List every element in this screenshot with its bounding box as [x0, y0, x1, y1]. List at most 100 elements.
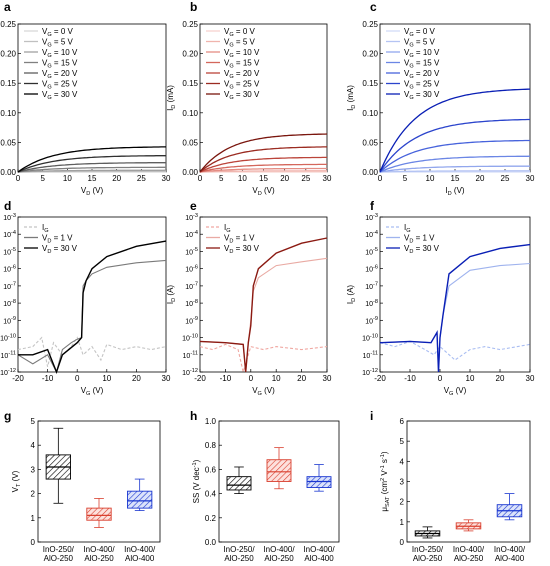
y-tick-label: 10-8​	[365, 299, 378, 308]
series-line	[17, 169, 167, 173]
x-axis-label: VD​ (V)	[81, 186, 104, 197]
x-tick-label: 30	[323, 174, 332, 183]
y-tick-label: 0.10	[182, 109, 198, 118]
y-tick-label: 10-3​	[185, 213, 198, 222]
legend-label: VG​ = 5 V	[404, 38, 435, 49]
y-axis-label: VT​ (V)	[11, 470, 22, 492]
plot-frame	[199, 216, 328, 373]
category-label: AlO-250	[84, 554, 114, 563]
y-tick-label: 1	[400, 518, 405, 527]
category-label: AlO-250	[454, 554, 484, 563]
x-tick-label: 30	[323, 374, 332, 383]
legend-label: VG​ = 15 V	[224, 59, 260, 70]
panel-h: 0.0 0.2 0.4 0.6 0.8 1.0 SS (V dec-1​) InO-250/A…	[192, 417, 340, 563]
category-label: AlO-400	[495, 554, 525, 563]
category-label: InO-250/	[412, 545, 444, 554]
legend-label: VG​ = 5 V	[224, 38, 255, 49]
legend-label: VG​ = 20 V	[42, 69, 78, 80]
y-tick-label: 0.15	[182, 79, 198, 88]
box-body	[266, 459, 292, 482]
x-tick-label: 25	[301, 174, 310, 183]
category-label: InO-400/	[303, 545, 335, 554]
y-axis-label: ID​ (mA)	[166, 85, 177, 111]
series-line	[379, 340, 531, 361]
series-line	[17, 259, 167, 374]
y-tick-label: 10-9​	[3, 316, 16, 325]
legend-label: VG​ = 0 V	[224, 27, 255, 38]
series-line	[199, 257, 328, 373]
y-tick-label: 0.05	[362, 138, 378, 147]
y-tick-label: 10-4​	[3, 230, 16, 239]
x-tick-label: 30	[526, 174, 535, 183]
series-line	[17, 336, 167, 367]
y-tick-label: 10-7​	[365, 282, 378, 291]
series-line	[379, 88, 531, 173]
y-tick-label: 10-10​	[0, 333, 16, 342]
legend-label: VG​ = 25 V	[42, 80, 78, 91]
y-tick-label: 10-7​	[3, 282, 16, 291]
y-tick-label: 0.00	[362, 168, 378, 177]
x-tick-label: 20	[297, 374, 306, 383]
x-tick-label: 15	[451, 174, 460, 183]
legend-label: VG​ = 30 V	[224, 90, 260, 101]
x-tick-label: 20	[496, 374, 505, 383]
y-tick-label: 0.00	[182, 168, 198, 177]
x-tick-label: 10	[63, 174, 72, 183]
y-tick-label: 0.00	[0, 168, 16, 177]
category-label: InO-400/	[83, 545, 115, 554]
y-tick-label: 6	[400, 417, 405, 426]
series-line	[199, 237, 328, 373]
x-axis-label: VG​ (V)	[444, 386, 467, 397]
y-tick-label: 0.25	[0, 20, 16, 29]
x-tick-label: 5	[403, 174, 408, 183]
legend-label: VG​ = 10 V	[42, 48, 78, 59]
series-line	[379, 155, 531, 173]
panel-letter-b: b	[190, 0, 197, 14]
plot-frame	[218, 420, 340, 543]
category-label: AlO-400	[125, 554, 155, 563]
box-body	[127, 490, 153, 509]
legend-label: IG​	[224, 223, 231, 234]
y-tick-label: 10-5​	[185, 247, 198, 256]
y-tick-label: 10-9​	[185, 316, 198, 325]
y-tick-label: 10-3​	[3, 213, 16, 222]
plot-frame	[17, 216, 167, 373]
y-tick-label: 4	[31, 441, 36, 450]
category-label: InO-400/	[494, 545, 526, 554]
y-tick-label: 10-5​	[365, 247, 378, 256]
panel-c: 0 5 10 15 20 25 30 0.00 0.05 0.10 0.15 0.20 0.25 ID​ …	[346, 20, 535, 197]
x-axis-label: ID​ (V)	[445, 186, 465, 197]
y-tick-label: 0.15	[362, 79, 378, 88]
x-tick-label: -20	[12, 374, 24, 383]
series-line	[199, 156, 327, 173]
y-axis-label: ID​ (mA)	[346, 85, 357, 111]
category-label: InO-400/	[453, 545, 485, 554]
x-tick-label: 0	[16, 174, 21, 183]
legend-label: VD​ = 1 V	[404, 234, 435, 245]
y-tick-label: 10-5​	[3, 247, 16, 256]
panels-layer: 0510152025300.000.050.100.150.200.25VD​ …	[0, 0, 535, 563]
y-tick-label: 10-8​	[3, 299, 16, 308]
x-tick-label: 0	[249, 374, 254, 383]
box-body	[226, 476, 252, 491]
y-axis-label: ID​ (A)	[346, 285, 357, 305]
y-tick-label: 0.2	[205, 514, 217, 523]
category-label: InO-250/	[43, 545, 75, 554]
x-tick-label: -10	[220, 374, 232, 383]
y-tick-label: 1.0	[205, 417, 217, 426]
legend-label: VG​ = 25 V	[404, 80, 440, 91]
y-tick-label: 5	[31, 417, 36, 426]
x-tick-label: 10	[272, 374, 281, 383]
panel-i: 0 1 2 3 4 5 6 μSAT​ (cm2​ V-1​ s-1​) InO-250/AlO…	[380, 417, 531, 563]
y-tick-label: 0.25	[362, 20, 378, 29]
x-tick-label: 30	[162, 374, 171, 383]
y-tick-label: 10-7​	[185, 282, 198, 291]
y-tick-label: 2	[31, 490, 36, 499]
category-label: InO-400/	[124, 545, 156, 554]
x-tick-label: -10	[42, 374, 54, 383]
series-line	[17, 155, 166, 173]
x-tick-label: 0	[378, 174, 383, 183]
y-tick-label: 10-12​	[362, 368, 378, 377]
y-tick-label: 10-3​	[365, 213, 378, 222]
